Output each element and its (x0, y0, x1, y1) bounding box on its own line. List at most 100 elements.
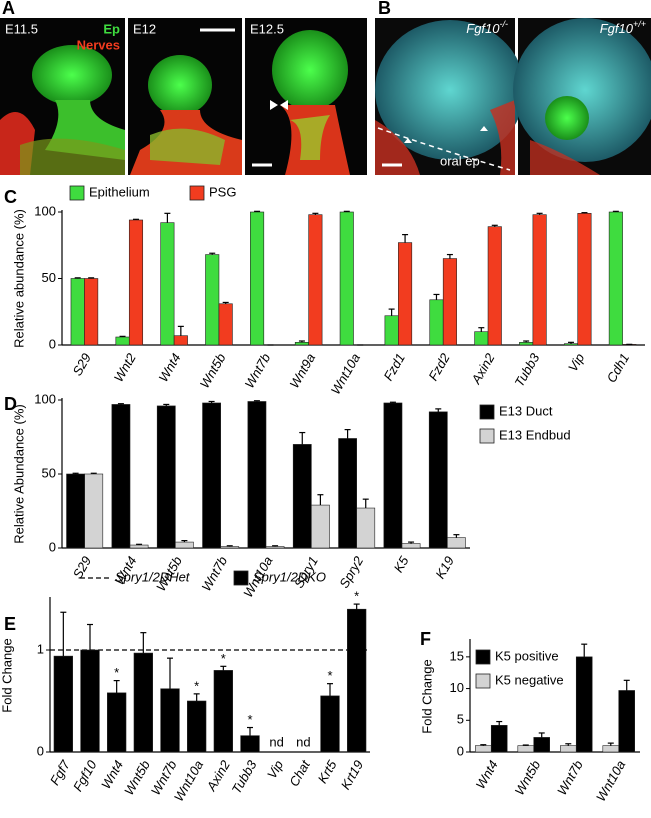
y-tick-label: 50 (42, 270, 56, 285)
panel-label: D (4, 394, 17, 414)
bar (577, 213, 592, 346)
legend-swatch (189, 185, 205, 201)
bar (247, 401, 267, 549)
y-tick-label: 0 (457, 743, 464, 758)
genotype-sup: +/+ (633, 19, 646, 29)
bar (129, 544, 149, 549)
y-tick-label: 1 (37, 641, 44, 656)
x-tick-label: Vip (264, 758, 286, 782)
legend-label: E13 Duct (499, 403, 553, 418)
x-tick-label: Vip (565, 351, 587, 375)
y-tick-label: 0 (49, 336, 56, 351)
legend-swatch (475, 649, 491, 665)
y-axis-label: Fold Change (419, 659, 434, 733)
bar (339, 211, 354, 346)
bar (80, 649, 100, 753)
x-tick-label: Wnt2 (111, 350, 140, 384)
genotype-sup: -/- (500, 19, 509, 29)
bar (563, 343, 579, 346)
x-tick-label: Tubb3 (229, 757, 260, 796)
x-tick-label: K19 (432, 554, 457, 582)
bar (115, 336, 130, 346)
annotation: * (194, 678, 199, 693)
x-tick-label: Fgf10 (70, 757, 100, 794)
bar (202, 402, 221, 549)
bar (490, 725, 508, 753)
legend-swatch (475, 673, 491, 689)
image-a2 (128, 18, 242, 175)
x-tick-label: S29 (70, 554, 95, 582)
bar (308, 214, 323, 346)
image-a1 (0, 18, 125, 175)
bar (320, 695, 340, 753)
bar (487, 226, 502, 346)
bar (111, 404, 131, 549)
bar (384, 315, 399, 346)
y-tick-label: 0 (37, 743, 44, 758)
annotation: * (354, 589, 359, 604)
legend-swatch (479, 428, 495, 444)
panel-label: B (378, 0, 391, 18)
bar (347, 608, 367, 753)
bar (517, 745, 535, 753)
bar (398, 242, 413, 346)
bar (128, 219, 144, 346)
bar (475, 745, 492, 753)
bar (474, 331, 489, 346)
bar (608, 211, 623, 346)
image-caption: E12.5 (250, 21, 284, 36)
bar (213, 670, 233, 753)
panel-label: E (4, 614, 16, 634)
legend-label: E13 Endbud (499, 427, 571, 442)
annotation: * (247, 712, 252, 727)
legend-label: Spry1/2DHet (115, 569, 191, 584)
bar (519, 342, 534, 346)
bar (401, 543, 421, 549)
genotype: Fgf10-/- (466, 19, 508, 36)
bar (618, 690, 635, 753)
bar (311, 504, 330, 549)
bar (218, 303, 233, 346)
bar (84, 278, 99, 346)
panel-label: C (4, 187, 17, 207)
y-tick-label: 15 (450, 648, 464, 663)
y-tick-label: 100 (34, 391, 56, 406)
annotation: * (221, 651, 226, 666)
bar (292, 444, 312, 549)
panel-label: A (2, 0, 15, 18)
bar (160, 222, 175, 346)
annotation: nd (269, 734, 283, 749)
bar (66, 473, 85, 549)
bar (429, 299, 444, 346)
legend-label: K5 negative (495, 672, 564, 687)
x-tick-label: Wnt9a (286, 351, 318, 391)
x-tick-label: Wnt4 (473, 758, 501, 792)
x-tick-label: Cdh1 (604, 351, 633, 385)
bar (205, 254, 220, 346)
bar (602, 745, 620, 753)
bar (447, 537, 466, 549)
image-b1 (375, 18, 525, 175)
bar (442, 258, 457, 346)
x-tick-label: Wnt7b (242, 351, 274, 391)
x-tick-label: Krt19 (338, 758, 367, 792)
image-annotation: oral ep (440, 153, 480, 168)
bar (107, 692, 127, 753)
bar (533, 737, 550, 753)
bar (356, 507, 376, 549)
genotype-name: Fgf10 (600, 21, 634, 36)
bar (187, 700, 207, 753)
x-tick-label: Wnt7b (198, 554, 230, 594)
x-tick-label: Axin2 (468, 350, 498, 387)
x-tick-label: Wnt10a (593, 758, 628, 804)
x-tick-label: Fgf7 (47, 757, 73, 788)
bar (70, 278, 85, 346)
image-caption: E11.5 (5, 21, 38, 36)
x-tick-label: Chat (286, 757, 313, 789)
x-tick-label: Wnt10a (328, 351, 363, 397)
x-tick-label: Wnt5b (197, 351, 229, 391)
legend-label: Epithelium (89, 184, 150, 199)
annotation: * (114, 665, 119, 680)
bar (338, 438, 357, 549)
image-a3 (245, 18, 367, 175)
